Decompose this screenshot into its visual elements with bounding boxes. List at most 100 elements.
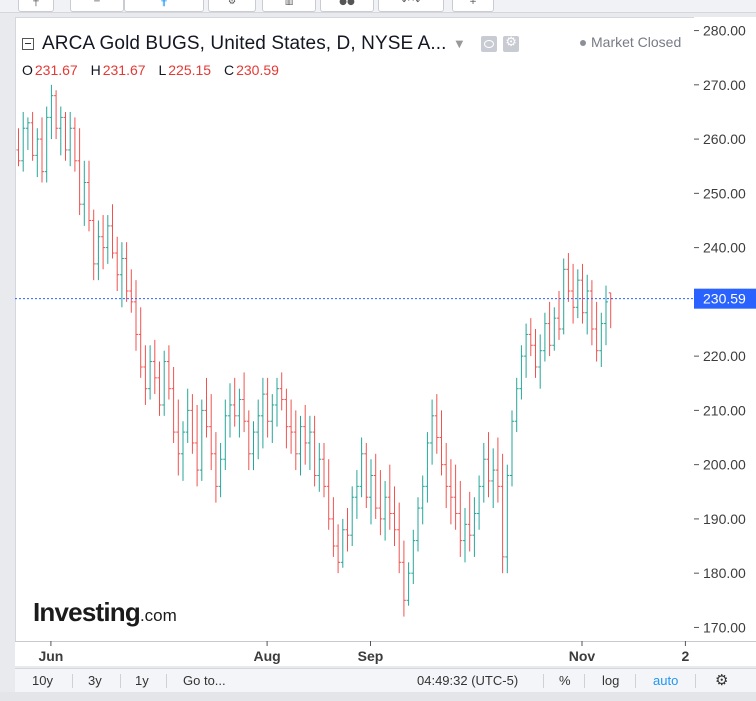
undo-icon: ↶ ↷: [402, 0, 420, 7]
ohlc-bar: [599, 312, 604, 367]
ohlc-bar: [350, 486, 355, 547]
eye-icon[interactable]: [481, 36, 498, 52]
gear-icon[interactable]: [503, 35, 520, 52]
page-footer-strip: [0, 692, 756, 701]
indicators-icon: ⚙: [227, 0, 237, 7]
ohlc-bar: [228, 383, 232, 438]
goto-button[interactable]: Go to...: [183, 673, 226, 688]
ohlc-bar: [481, 442, 486, 503]
divider: [543, 674, 544, 688]
ohlc-bar: [289, 399, 294, 454]
ohlc-bar: [138, 307, 143, 378]
logo-brand: Investing: [33, 597, 141, 627]
ohlc-bar: [397, 502, 402, 574]
log-toggle[interactable]: log: [602, 673, 620, 688]
ohlc-bar: [195, 404, 200, 487]
auto-scale-toggle[interactable]: auto: [653, 673, 679, 688]
ohlc-bar: [448, 459, 453, 525]
ohlc-bar: [373, 453, 378, 519]
y-tick-label: 200.00: [703, 457, 746, 473]
ohlc-bar: [293, 410, 298, 471]
ohlc-bar: [387, 464, 392, 530]
toolbar-button-line[interactable]: ─: [70, 0, 124, 12]
ohlc-bar: [232, 377, 237, 427]
open-label: O: [22, 62, 33, 78]
ohlc-bar: [500, 453, 505, 574]
toolbar-button-add[interactable]: +: [452, 0, 494, 12]
y-tick-label: 210.00: [703, 402, 746, 418]
ohlc-bar: [580, 263, 585, 324]
price-scale[interactable]: [694, 17, 756, 641]
ohlc-bar: [533, 329, 538, 378]
ohlc-bar: [35, 128, 40, 178]
y-tick-label: 220.00: [703, 348, 746, 364]
ohlc-legend: O 231.67 H 231.67 L 225.15 C 230.59: [22, 62, 288, 78]
market-status-text: Market Closed: [591, 34, 682, 50]
x-tick-label: 2: [682, 648, 690, 664]
ohlc-bar: [204, 377, 209, 438]
range-1y-button[interactable]: 1y: [135, 673, 149, 688]
ohlc-bar: [326, 459, 331, 530]
ohlc-bar: [510, 410, 514, 487]
ohlc-bar: [218, 442, 223, 498]
time-axis[interactable]: [15, 641, 756, 666]
ohlc-bar: [547, 301, 552, 357]
divider: [695, 674, 696, 688]
ohlc-bar: [110, 204, 115, 259]
ohlc-bar: [467, 491, 472, 552]
ohlc-bar: [21, 111, 26, 172]
ohlc-bar: [552, 307, 557, 351]
toolbar-button-undo-redo[interactable]: ↶ ↷: [378, 0, 444, 12]
ohlc-bar: [608, 292, 613, 329]
x-tick-label: Nov: [569, 648, 596, 664]
ohlc-bar: [270, 394, 275, 443]
compare-icon: ●●: [339, 0, 355, 7]
ohlc-bar: [322, 442, 326, 498]
ohlc-bar: [340, 518, 345, 568]
ohlc-bar: [575, 269, 580, 319]
chart-pane[interactable]: [15, 17, 695, 643]
ohlc-bar: [58, 106, 63, 156]
ohlc-bar: [383, 480, 388, 541]
ohlc-bar: [528, 318, 533, 357]
ohlc-bar: [566, 253, 571, 302]
last-price-label: 230.59: [703, 291, 746, 307]
toolbar-button-chart-type[interactable]: ╫: [124, 0, 204, 12]
range-3y-button[interactable]: 3y: [88, 673, 102, 688]
ohlc-bar: [44, 106, 49, 183]
ohlc-bar: [265, 377, 270, 438]
collapse-icon[interactable]: [22, 38, 34, 50]
ohlc-bar: [246, 410, 251, 471]
top-toolbar: ┼ ─ ╫ ⚙ ▥ ●● ↶ ↷ +: [0, 0, 756, 13]
ohlc-bar: [425, 432, 430, 503]
ohlc-bar: [129, 269, 134, 313]
gear-icon[interactable]: ⚙: [715, 671, 729, 689]
ohlc-bar: [237, 388, 242, 438]
y-tick-label: 240.00: [703, 240, 746, 256]
percent-toggle[interactable]: %: [559, 673, 571, 688]
ohlc-bar: [298, 415, 303, 476]
bars-icon: ╫: [161, 0, 167, 7]
low-value: 225.15: [168, 62, 212, 78]
chevron-down-icon[interactable]: ▼: [455, 38, 464, 50]
ohlc-bar: [25, 117, 30, 150]
divider: [120, 674, 121, 688]
ohlc-bar: [124, 242, 129, 302]
range-10y-button[interactable]: 10y: [32, 673, 53, 688]
toolbar-button-indicators[interactable]: ⚙: [208, 0, 256, 12]
ohlc-bar: [524, 323, 529, 378]
ohlc-bar: [359, 437, 364, 498]
ohlc-bar: [585, 274, 590, 335]
toolbar-button-studies[interactable]: ▥: [262, 0, 316, 12]
ohlc-bar: [369, 459, 373, 525]
ohlc-bar: [571, 263, 576, 324]
chart-title[interactable]: ARCA Gold BUGS, United States, D, NYSE A…: [42, 33, 447, 54]
ohlc-bar: [307, 415, 312, 471]
toolbar-button-compare[interactable]: ●●: [320, 0, 374, 12]
y-tick-label: 190.00: [703, 511, 746, 527]
toolbar-button-crosshair[interactable]: ┼: [18, 0, 54, 12]
market-status: Market Closed: [580, 34, 681, 50]
divider: [72, 674, 73, 688]
ohlc-bar: [594, 301, 599, 362]
y-tick-label: 170.00: [703, 619, 746, 635]
